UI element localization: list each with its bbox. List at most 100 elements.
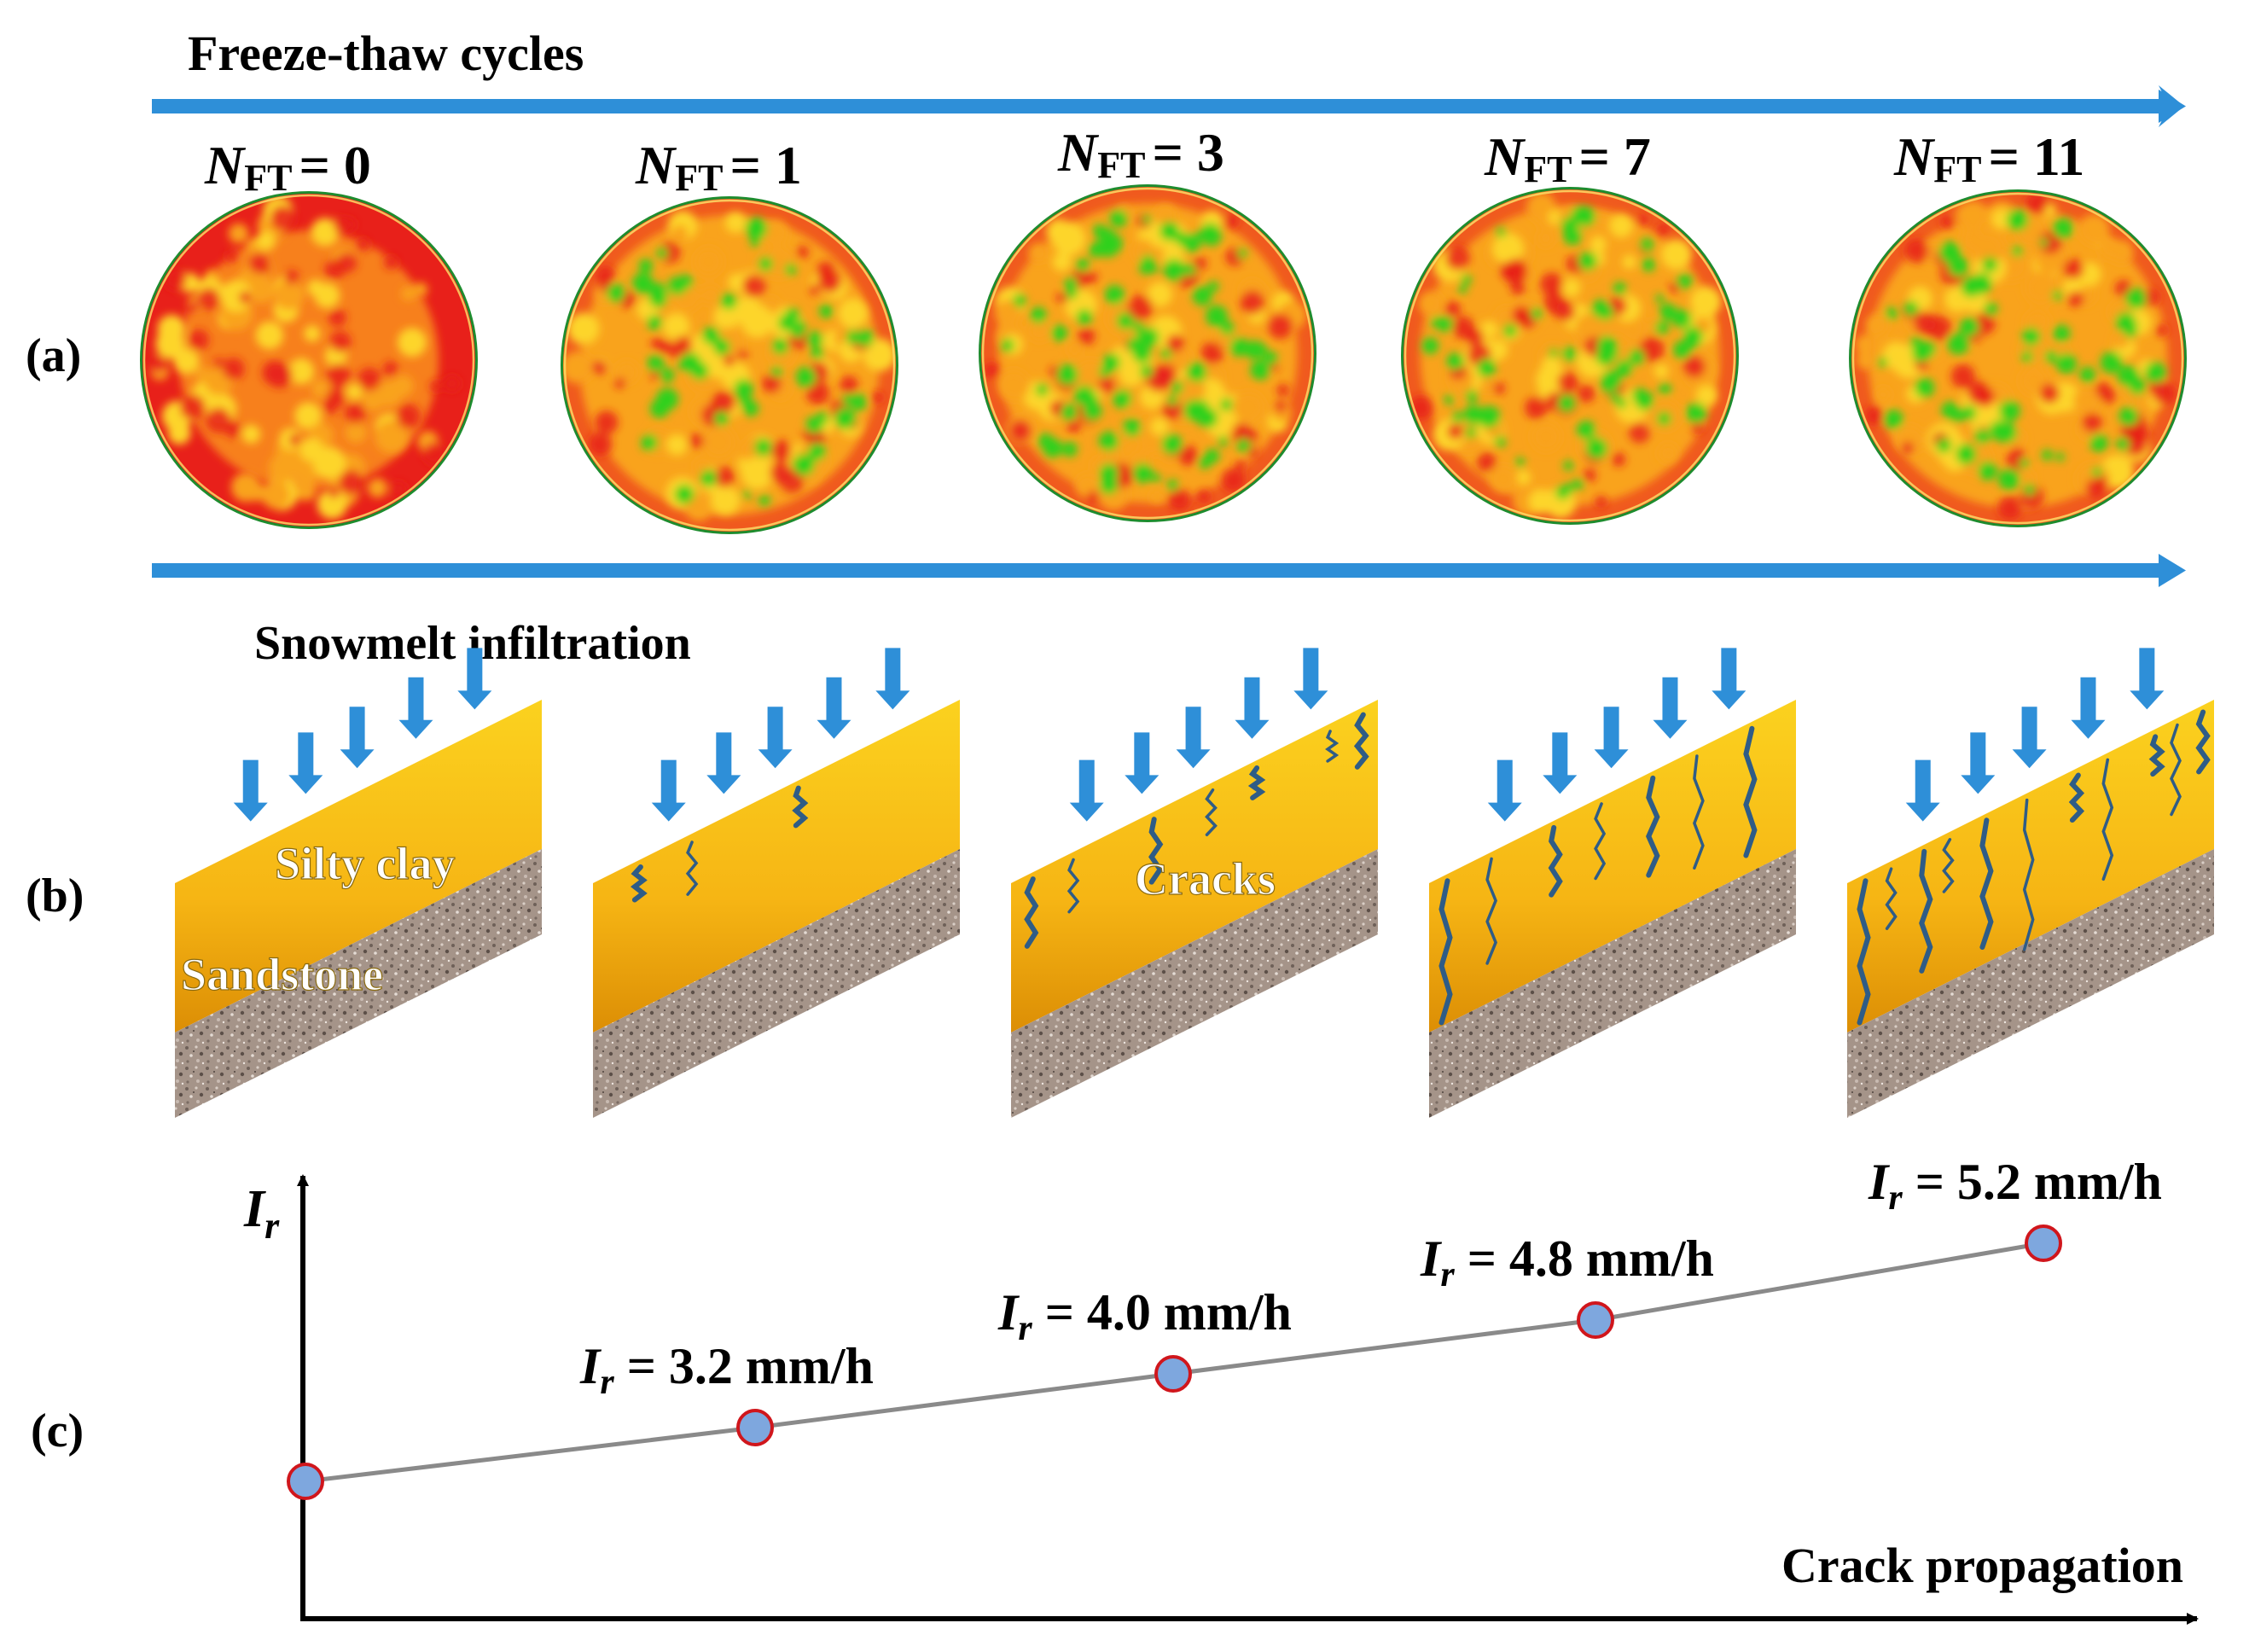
- snowmelt-arrow: [233, 759, 268, 822]
- snowmelt-arrow: [1653, 677, 1688, 739]
- crack-line: [1919, 848, 1933, 974]
- data-point-4: [2025, 1224, 2062, 1262]
- data-point-3: [1577, 1301, 1614, 1339]
- data-point-0: [287, 1463, 324, 1500]
- cracks-label: Cracks: [1135, 853, 1276, 905]
- silty-clay-layer: [175, 700, 542, 1032]
- crack-line: [685, 841, 699, 896]
- ct-disc-0: [140, 191, 478, 529]
- snowmelt-arrow: [875, 648, 910, 710]
- freeze-thaw-arrow: [152, 85, 2186, 127]
- data-label-4: Ir = 5.2 mm/h: [1868, 1154, 2162, 1218]
- snowmelt-arrow: [1293, 648, 1328, 710]
- sandstone-layer: [1011, 849, 1378, 1118]
- snowmelt-arrow: [398, 677, 433, 739]
- crack-line: [1594, 802, 1607, 881]
- data-point-2: [1154, 1355, 1192, 1393]
- crack-line: [1885, 867, 1898, 930]
- panel-label-b: (b): [26, 870, 84, 922]
- crack-line: [630, 864, 648, 903]
- snowmelt-arrow: [1712, 648, 1746, 710]
- sandstone-layer: [1847, 849, 2214, 1118]
- crack-line: [1205, 788, 1218, 836]
- data-point-1: [736, 1409, 774, 1446]
- slope-profile-4: [1847, 648, 2214, 1118]
- data-label-1: Ir = 3.2 mm/h: [579, 1338, 874, 1402]
- ct-disc-4: [1849, 189, 2187, 527]
- crack-line: [2101, 758, 2114, 881]
- slope-profile-1: [593, 648, 960, 1118]
- slope-profile-3: [1429, 648, 1796, 1118]
- crack-line: [1325, 730, 1340, 763]
- stage-label-4: NFT = 11: [1893, 126, 2084, 190]
- x-axis-label: Crack propagation: [1781, 1538, 2183, 1593]
- stage-label-3: NFT = 7: [1484, 126, 1651, 190]
- ct-disc-2: [979, 184, 1316, 522]
- infiltration-rate-chart: Ir Crack propagation Ir = 3.2 mm/h Ir = 4…: [243, 1154, 2199, 1625]
- freeze-thaw-title: Freeze-thaw cycles: [188, 26, 584, 81]
- infiltration-arrow: [152, 554, 2186, 587]
- crack-line: [2022, 798, 2035, 951]
- silty-clay-layer: [1429, 700, 1796, 1032]
- crack-line: [1942, 838, 1955, 893]
- crack-line: [2195, 709, 2211, 775]
- snowmelt-arrow: [817, 677, 851, 739]
- snowmelt-arrow: [1125, 732, 1159, 794]
- crack-line: [1693, 754, 1705, 870]
- data-label-2: Ir = 4.0 mm/h: [997, 1284, 1292, 1348]
- y-axis-label: Ir: [243, 1180, 280, 1247]
- crack-line: [1857, 878, 1871, 1026]
- crack-line: [2170, 723, 2182, 817]
- crack-line: [1979, 817, 1994, 951]
- crack-line: [1548, 824, 1563, 898]
- panel-label-a: (a): [26, 329, 81, 382]
- slope-profile-2: [1011, 648, 1378, 1118]
- ct-disc-3: [1401, 187, 1739, 525]
- snowmelt-arrow: [1594, 707, 1629, 769]
- crack-line: [1148, 817, 1164, 885]
- sandstone-label: Sandstone: [181, 949, 383, 1000]
- crack-line: [1485, 857, 1497, 965]
- crack-line: [792, 785, 809, 829]
- data-label-3: Ir = 4.8 mm/h: [1420, 1230, 1714, 1294]
- snowmelt-arrow: [706, 732, 741, 794]
- snowmelt-arrow: [1069, 759, 1104, 822]
- snowmelt-arrow: [457, 648, 492, 710]
- snowmelt-arrow: [340, 707, 375, 769]
- crack-line: [1646, 775, 1660, 878]
- sandstone-layer: [593, 849, 960, 1118]
- panel-label-c: (c): [31, 1405, 84, 1457]
- stage-label-0: NFT = 0: [204, 135, 371, 199]
- snowmelt-arrow: [288, 732, 323, 794]
- crack-line: [2068, 772, 2085, 823]
- sandstone-layer: [1429, 849, 1796, 1118]
- crack-line: [1066, 858, 1080, 914]
- silty-clay-layer: [593, 700, 960, 1032]
- silty-clay-label: Silty clay: [275, 838, 456, 889]
- ct-disc-1: [561, 196, 898, 534]
- snowmelt-arrow: [2012, 707, 2047, 769]
- crack-line: [1353, 712, 1369, 770]
- stage-label-1: NFT = 1: [635, 135, 802, 199]
- snowmelt-arrow: [1176, 707, 1211, 769]
- crack-line: [2148, 734, 2165, 777]
- stage-label-2: NFT = 3: [1057, 122, 1224, 186]
- snowmelt-arrow: [1235, 677, 1270, 739]
- crack-line: [1743, 725, 1758, 858]
- snowmelt-arrow: [651, 759, 686, 822]
- snowmelt-arrow: [2071, 677, 2106, 739]
- ct-section-discs: [140, 184, 2187, 534]
- snowmelt-arrow: [2130, 648, 2165, 710]
- sandstone-layer: [175, 849, 542, 1118]
- slope-profiles: [175, 648, 2214, 1118]
- crack-line: [1024, 876, 1039, 949]
- snowmelt-arrow: [1905, 759, 1940, 822]
- snowmelt-arrow: [1543, 732, 1578, 794]
- crack-line: [1438, 878, 1453, 1026]
- stage-labels: NFT = 0 NFT = 1 NFT = 3 NFT = 7 NFT = 11: [204, 122, 2084, 199]
- snowmelt-arrow: [1961, 732, 1996, 794]
- crack-line: [1247, 765, 1266, 800]
- snowmelt-arrow: [758, 707, 793, 769]
- silty-clay-layer: [1011, 700, 1378, 1032]
